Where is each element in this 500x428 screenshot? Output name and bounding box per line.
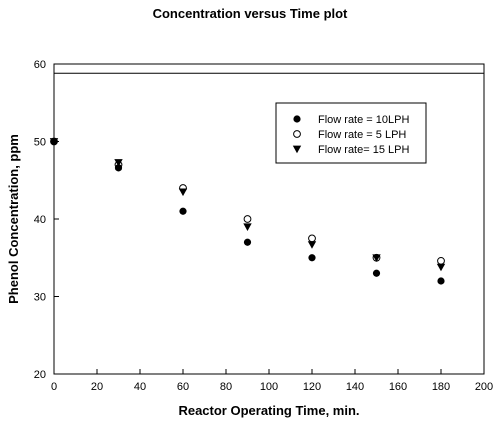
y-tick-label: 20 [34,369,46,381]
data-point [308,254,316,262]
x-tick-label: 120 [303,381,321,393]
data-point [436,263,446,272]
x-tick-label: 40 [134,381,146,393]
data-point [243,238,252,246]
data-points [49,137,446,285]
data-point [308,234,316,243]
data-point [243,215,252,223]
x-tick-label: 140 [346,381,364,393]
y-tick-label: 60 [34,59,46,71]
legend: Flow rate = 10LPH Flow rate = 5 LPH Flow r… [275,102,427,164]
data-point [114,159,123,167]
y-tick-label: 50 [34,137,46,149]
x-tick-label: 160 [389,381,407,393]
data-point [243,223,252,231]
data-point [307,241,317,249]
legend-label: Flow rate= 15 LPH [318,144,409,156]
x-axis: 0 20 40 60 80 100 120 140 160 180 200 [51,369,493,393]
legend-label: Flow rate = 10LPH [318,114,409,126]
data-point [437,256,445,265]
x-tick-label: 0 [51,381,57,393]
legend-marker [293,115,301,123]
data-point [178,188,188,197]
chart-title: Concentration versus Time plot [153,6,348,21]
data-point [114,164,123,172]
legend-label: Flow rate = 5 LPH [318,129,406,141]
data-point [50,137,58,146]
y-axis: 20 30 40 50 60 [34,59,59,381]
x-tick-label: 200 [475,381,493,393]
legend-marker [292,145,302,154]
legend-box [275,102,427,164]
legend-marker [293,130,301,138]
x-axis-label: Reactor Operating Time, min. [178,403,359,418]
data-point [179,207,187,215]
x-tick-label: 100 [260,381,278,393]
y-tick-label: 30 [34,292,46,304]
x-tick-label: 60 [177,381,189,393]
x-tick-label: 80 [220,381,232,393]
data-point [437,277,445,285]
data-point [372,254,381,262]
y-tick-label: 40 [34,214,46,226]
x-tick-label: 20 [91,381,103,393]
data-point [372,269,381,277]
y-axis-label: Phenol Concentration, ppm [6,134,21,304]
x-tick-label: 180 [432,381,450,393]
